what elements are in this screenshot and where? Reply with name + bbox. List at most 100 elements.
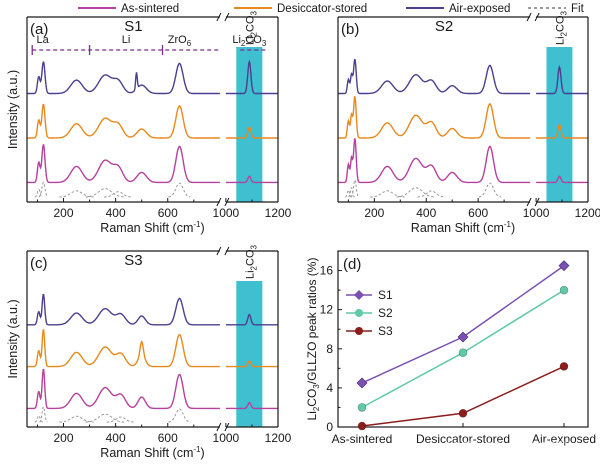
- panel-d: 0 4 8 12 16 As-sintered Desiccator-stored Air-e…: [305, 250, 596, 457]
- legend-label-2: Desiccator-stored: [277, 3, 367, 15]
- fit-peak-1: [345, 189, 352, 198]
- y-axis-label-part: CO: [305, 389, 319, 407]
- ref-label-tail: CO: [245, 34, 262, 46]
- spectrum-air-exposed-seg1: [338, 58, 531, 95]
- ref-label-2: Li: [122, 34, 131, 46]
- marker-S3-1: [357, 421, 367, 431]
- panel-title: S1: [124, 18, 142, 35]
- axis-break-mark: [534, 12, 540, 22]
- marker-S3-3: [559, 362, 569, 371]
- fit-peak-3: [59, 415, 94, 423]
- spectrum-as-sintered-seg1: [338, 138, 531, 184]
- y-tick-label-16: 16: [320, 264, 334, 278]
- x-tick-label-600: 600: [468, 206, 488, 220]
- li2co3-label-base: Li: [554, 36, 566, 45]
- watermark: 知乎 @物质研究所: [446, 440, 570, 457]
- x-tick-label-200: 200: [364, 206, 384, 220]
- li2co3-label-base: Li: [244, 270, 256, 279]
- marker-S2-3: [559, 285, 569, 295]
- ref-label-text: ZrO: [168, 34, 187, 46]
- y-tick-label-4: 4: [326, 381, 333, 395]
- y-axis-label-sub: 3: [312, 384, 321, 389]
- li2co3-label-sub1: 2: [249, 31, 258, 36]
- figure-legend: As-sintered Desiccator-stored Air-exposed F…: [78, 3, 585, 15]
- li2co3-label-mid: CO: [554, 15, 566, 32]
- fit-peak-5: [396, 187, 436, 198]
- fit-peak-3: [350, 179, 359, 198]
- legend-label-4: Fit: [571, 3, 585, 15]
- fit-peak-4: [85, 413, 125, 423]
- spectrum-as-sintered-seg1: [27, 368, 220, 410]
- x-tick-label-400: 400: [106, 431, 126, 445]
- spectrum-as-sintered-seg2: [225, 175, 278, 184]
- li2co3-label-mid: CO: [244, 15, 256, 32]
- axis-break-mark: [216, 422, 222, 432]
- spectrum-desiccator-stored-seg1: [338, 95, 531, 139]
- ref-label-sub: 2: [241, 39, 246, 48]
- panel-title: S3: [124, 252, 142, 269]
- spectrum-desiccator-stored-seg1: [27, 103, 220, 139]
- fit-peak-1: [34, 415, 43, 423]
- x-category-label-1: As-sintered: [332, 432, 393, 446]
- x-tick-label-200: 200: [53, 206, 73, 220]
- y-tick-label-0: 0: [326, 420, 333, 434]
- legend-label-S2: S2: [378, 306, 393, 320]
- axis-break-mark: [526, 12, 532, 22]
- panel-c: 200 400 600 1000 1200 (c) S3 Raman Shift (cm-1)…: [6, 244, 292, 460]
- fit-peak-2: [348, 187, 355, 198]
- li2co3-label: Li2CO3: [244, 10, 258, 45]
- ref-label-text: Li: [232, 34, 241, 46]
- fit-peak-3: [59, 190, 94, 198]
- legend-label-1: As-sintered: [121, 3, 179, 15]
- fit-peak-2: [39, 406, 48, 423]
- spectrum-as-sintered-seg2: [536, 175, 588, 184]
- ref-label-text: La: [37, 34, 50, 46]
- axis-break-mark: [216, 246, 222, 256]
- ref-label-sub: 6: [187, 39, 192, 48]
- y-axis-label: Intensity (a.u.): [6, 299, 20, 378]
- x-axis-label-sup: -1: [193, 220, 201, 229]
- x-axis-label-text: Raman Shift (cm: [100, 221, 193, 235]
- x-axis-label-text: Raman Shift (cm: [411, 221, 504, 235]
- x-category-label-2: Desiccator-stored: [416, 432, 510, 446]
- legend-marker-S2: [355, 309, 363, 317]
- fit-peak-5: [106, 416, 135, 423]
- ref-label-tail-sub: 3: [262, 39, 267, 48]
- legend-label-3: Air-exposed: [449, 3, 510, 15]
- panel-letter: (a): [30, 21, 48, 38]
- legend-label-S1: S1: [378, 288, 393, 302]
- axis-break-mark: [216, 197, 222, 207]
- fit-peak-4: [370, 190, 405, 198]
- li2co3-label-sub2: 3: [559, 10, 568, 15]
- axis-break-mark: [534, 197, 540, 207]
- fit-peak-6: [168, 408, 191, 423]
- x-axis-label-sup: -1: [193, 445, 201, 454]
- marker-S3-2: [458, 409, 468, 418]
- x-tick-label-400: 400: [106, 206, 126, 220]
- x-tick-label-200: 200: [53, 431, 73, 445]
- x-tick-label-1000: 1000: [213, 431, 240, 445]
- x-tick-label-1000: 1000: [213, 206, 240, 220]
- spectrum-as-sintered-seg1: [27, 144, 220, 184]
- legend-label-S3: S3: [378, 324, 393, 338]
- li2co3-label-mid: CO: [244, 249, 256, 266]
- li2co3-label: Li2CO3: [244, 244, 258, 279]
- legend-marker-S1: [354, 290, 364, 300]
- marker-S1-1: [356, 377, 368, 389]
- li2co3-label-sub2: 3: [249, 244, 258, 249]
- x-axis-label-end: ): [201, 221, 205, 235]
- x-axis-label: Raman Shift (cm-1): [100, 445, 204, 460]
- y-axis-label: Li2CO3/GLLZO peak ratios (%): [305, 258, 321, 421]
- x-tick-label-1000: 1000: [523, 206, 550, 220]
- fit-peak-1: [34, 188, 43, 198]
- panel-a: 200 400 600 1000 1200 (a) S1 Raman Shift (cm-1)…: [6, 10, 292, 235]
- spectrum-air-exposed-seg1: [27, 293, 220, 326]
- fit-peak-2: [38, 181, 49, 198]
- li2co3-label: Li2CO3: [554, 10, 568, 45]
- panel-letter: (c): [30, 255, 48, 272]
- x-axis-label: Raman Shift (cm-1): [100, 220, 204, 235]
- spectrum-as-sintered-seg2: [225, 401, 278, 410]
- ref-label-1: La: [37, 34, 50, 46]
- x-tick-label-600: 600: [158, 206, 178, 220]
